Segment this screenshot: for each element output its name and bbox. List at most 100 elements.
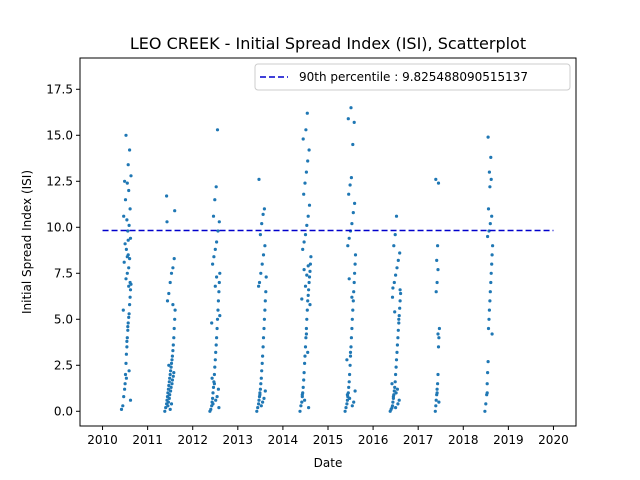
data-point-2018-11 [489, 280, 493, 285]
data-point-2010-19 [125, 271, 129, 275]
data-point-2012-33 [214, 398, 218, 402]
data-point-2011-20 [173, 317, 177, 321]
data-point-2017-17 [437, 400, 441, 404]
data-point-2016-25 [395, 266, 399, 270]
y-tick-label: 7.5 [54, 266, 73, 280]
points-layer [119, 106, 495, 413]
x-tick-label: 2012 [177, 433, 208, 447]
data-point-2016-19 [398, 306, 402, 310]
data-point-2016-31 [396, 402, 400, 406]
data-point-2016-36 [397, 317, 401, 321]
data-point-2014-18 [307, 280, 311, 285]
data-point-2017-1 [434, 404, 438, 408]
data-point-2012-14 [215, 326, 219, 331]
data-point-2013-21 [260, 262, 264, 266]
data-point-2011-30 [169, 385, 173, 389]
data-point-2015-31 [351, 142, 355, 147]
data-point-2013-12 [261, 345, 265, 349]
x-tick-label: 2011 [132, 433, 163, 447]
data-point-2018-22 [489, 177, 493, 181]
data-point-2010-29 [125, 218, 129, 222]
data-point-2015-0 [343, 409, 347, 413]
data-point-2010-33 [127, 188, 131, 193]
data-point-2010-15 [128, 295, 132, 299]
data-point-2010-39 [124, 133, 128, 137]
data-point-2014-36 [305, 111, 309, 115]
data-point-2012-41 [215, 275, 219, 279]
data-point-2012-10 [213, 358, 217, 362]
data-point-2010-35 [129, 174, 133, 178]
data-point-2017-15 [436, 181, 441, 185]
data-point-2017-2 [434, 398, 438, 402]
data-point-2013-3 [257, 398, 261, 402]
data-point-2011-28 [166, 400, 170, 404]
data-point-2010-14 [128, 303, 132, 307]
data-point-2011-42 [169, 402, 174, 406]
data-point-2017-13 [435, 258, 439, 262]
data-point-2012-22 [212, 255, 216, 259]
data-point-2014-13 [305, 317, 309, 321]
x-tick-label: 2019 [493, 433, 524, 447]
data-point-2013-27 [262, 207, 266, 211]
data-point-2018-3 [485, 382, 489, 386]
data-point-2012-39 [210, 321, 214, 325]
data-point-2010-44 [127, 284, 131, 288]
data-point-2016-24 [394, 273, 398, 277]
data-point-2016-39 [398, 288, 402, 292]
data-point-2016-41 [394, 406, 398, 410]
data-point-2016-18 [397, 314, 401, 318]
data-point-2015-30 [349, 176, 353, 180]
data-point-2013-15 [262, 317, 266, 321]
data-point-2016-23 [392, 280, 396, 285]
data-point-2011-9 [168, 376, 172, 380]
data-point-2013-35 [264, 275, 268, 279]
data-point-2013-1 [256, 406, 260, 410]
data-point-2017-18 [435, 391, 439, 395]
data-point-2010-47 [128, 398, 133, 402]
data-point-2016-8 [393, 385, 397, 389]
data-point-2010-26 [128, 236, 133, 240]
data-point-2012-18 [217, 290, 221, 294]
data-point-2011-14 [170, 358, 174, 362]
data-point-2011-26 [171, 266, 175, 270]
data-point-2016-15 [396, 336, 400, 340]
data-point-2011-7 [167, 383, 171, 388]
data-point-2013-26 [261, 212, 265, 216]
data-point-2018-25 [486, 135, 490, 139]
data-point-2018-8 [487, 308, 491, 312]
data-point-2014-15 [306, 299, 310, 303]
data-point-2015-37 [348, 396, 352, 400]
x-tick-label: 2018 [448, 433, 479, 447]
data-point-2010-40 [126, 325, 130, 329]
data-point-2015-20 [353, 262, 357, 266]
data-point-2011-34 [169, 389, 173, 393]
data-point-2018-6 [486, 326, 491, 331]
data-point-2013-30 [261, 400, 265, 404]
data-point-2018-20 [486, 207, 491, 211]
data-point-2016-37 [393, 310, 397, 314]
data-point-2015-21 [353, 253, 358, 257]
data-point-2018-4 [486, 371, 490, 375]
data-point-2013-28 [257, 177, 261, 181]
data-point-2010-0 [119, 407, 124, 411]
data-point-2010-21 [122, 260, 126, 264]
data-point-2013-29 [259, 404, 263, 408]
y-tick-label: 0.0 [54, 404, 73, 418]
data-point-2010-45 [128, 280, 132, 285]
data-point-2015-23 [347, 236, 351, 240]
data-point-2010-43 [124, 376, 128, 380]
data-point-2016-3 [390, 404, 395, 408]
data-point-2017-5 [436, 382, 440, 386]
data-point-2014-21 [308, 262, 312, 266]
data-point-2011-12 [169, 365, 173, 369]
data-point-2010-8 [125, 345, 129, 349]
data-point-2014-20 [308, 269, 312, 273]
data-point-2016-14 [395, 343, 399, 347]
data-point-2012-26 [217, 220, 221, 224]
data-point-2011-33 [166, 404, 170, 408]
data-point-2010-7 [124, 352, 128, 356]
data-point-2016-34 [394, 391, 398, 395]
data-point-2012-15 [215, 317, 220, 321]
data-point-2010-10 [126, 328, 130, 332]
x-tick-label: 2014 [268, 433, 299, 447]
